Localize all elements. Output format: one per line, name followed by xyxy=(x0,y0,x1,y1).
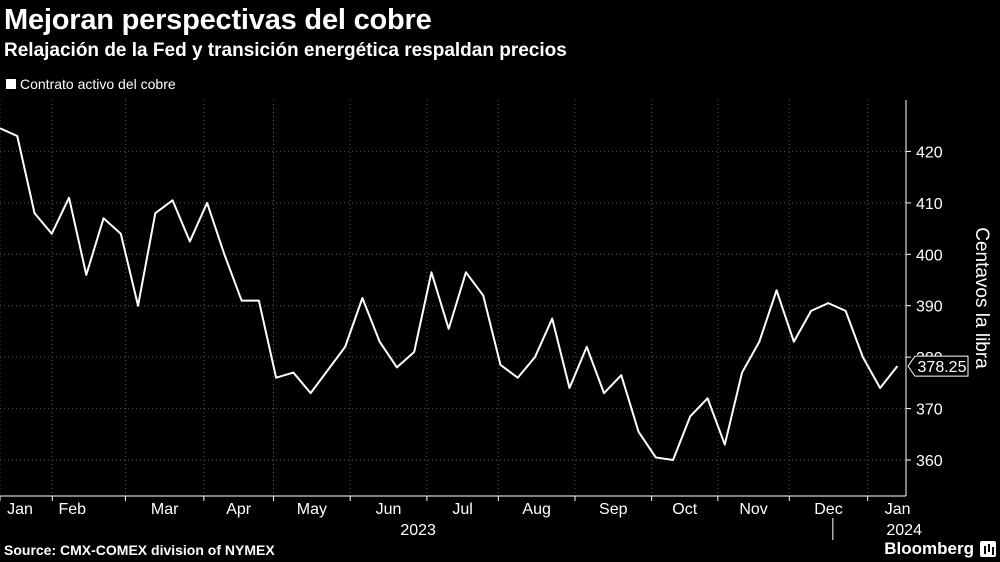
x-tick-label: Apr xyxy=(226,501,252,518)
x-tick-label: Jan xyxy=(7,501,33,518)
price-line xyxy=(0,127,899,461)
y-tick-label: 360 xyxy=(916,453,943,470)
y-tick-label: 410 xyxy=(916,196,943,213)
legend: Contrato activo del cobre xyxy=(6,76,176,92)
x-tick-label: Aug xyxy=(522,501,550,518)
grid xyxy=(0,100,906,496)
series-layer: 378.25 xyxy=(0,127,969,461)
y-axis-label: Centavos la libra xyxy=(971,227,992,369)
last-value-callout: 378.25 xyxy=(907,355,969,377)
chart-title: Mejoran perspectivas del cobre xyxy=(4,4,432,36)
x-tick-label: Jul xyxy=(452,501,472,518)
legend-swatch xyxy=(6,79,16,89)
x-tick-label: Oct xyxy=(672,501,697,518)
axes: 360370380390400410420JanFebMarAprMayJunJ… xyxy=(0,100,943,540)
legend-label: Contrato activo del cobre xyxy=(20,76,176,92)
y-tick-label: 390 xyxy=(916,299,943,316)
brand-name: Bloomberg xyxy=(884,539,974,558)
bloomberg-logo-icon xyxy=(980,541,996,557)
x-tick-label: Sep xyxy=(599,501,628,518)
y-tick-label: 370 xyxy=(916,402,943,419)
source-note: Source: CMX-COMEX division of NYMEX xyxy=(4,542,275,558)
y-tick-label: 400 xyxy=(916,247,943,264)
last-value-label: 378.25 xyxy=(918,359,967,376)
y-tick-label: 420 xyxy=(916,144,943,161)
x-tick-label: Jan xyxy=(885,501,911,518)
x-tick-label: Nov xyxy=(739,501,767,518)
x-tick-label: May xyxy=(297,501,327,518)
x-tick-label: Mar xyxy=(151,501,179,518)
x-tick-label: Jun xyxy=(376,501,402,518)
x-tick-label: Feb xyxy=(58,501,86,518)
brand: Bloomberg xyxy=(884,539,996,559)
chart-subtitle: Relajación de la Fed y transición energé… xyxy=(4,40,567,61)
x-tick-label: Dec xyxy=(814,501,842,518)
year-label: 2024 xyxy=(886,522,922,539)
year-label: 2023 xyxy=(400,522,436,539)
last-value-box xyxy=(907,355,969,377)
